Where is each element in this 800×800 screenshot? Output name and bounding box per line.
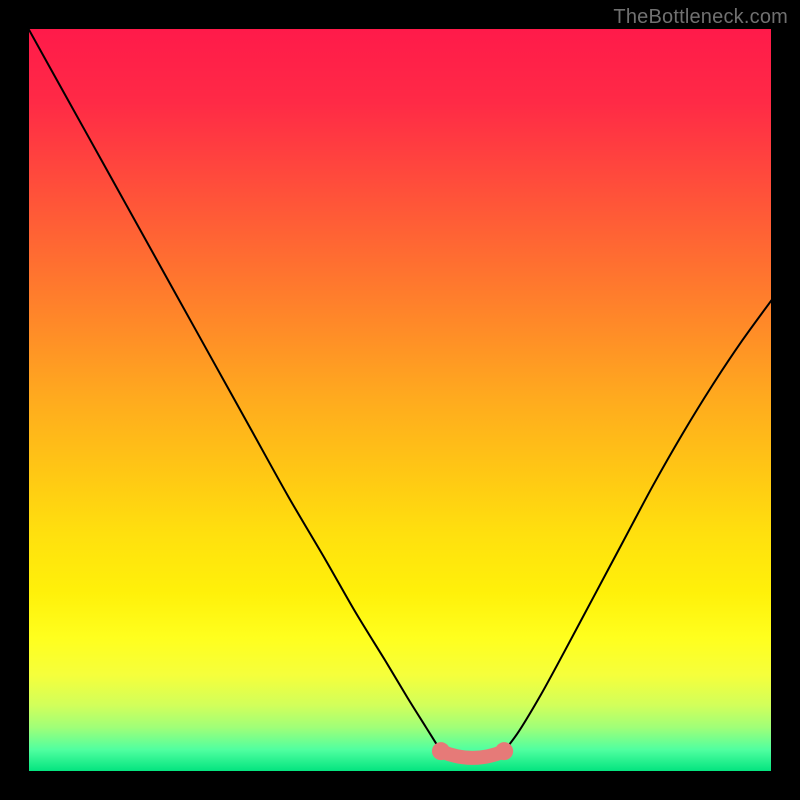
watermark-text: TheBottleneck.com [613, 6, 788, 29]
gradient-background [28, 28, 772, 772]
bottleneck-chart [0, 0, 800, 800]
chart-container: { "watermark": { "text": "TheBottleneck.… [0, 0, 800, 800]
